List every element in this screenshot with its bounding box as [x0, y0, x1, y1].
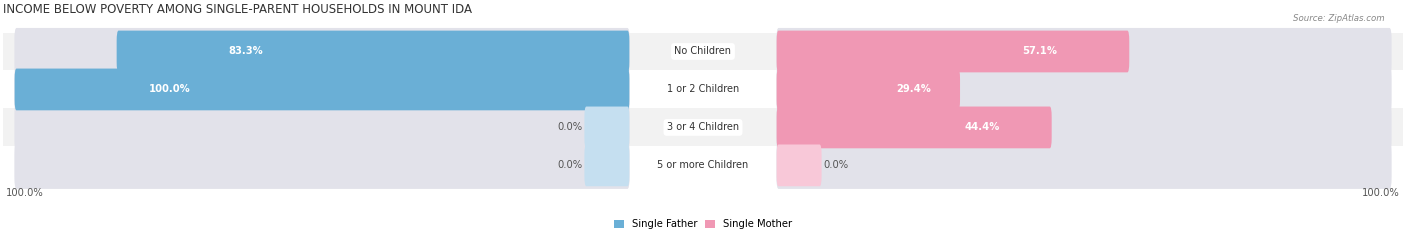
Text: 29.4%: 29.4% [896, 84, 931, 94]
Legend: Single Father, Single Mother: Single Father, Single Mother [613, 219, 793, 229]
Text: No Children: No Children [675, 46, 731, 56]
Text: 5 or more Children: 5 or more Children [658, 160, 748, 170]
FancyBboxPatch shape [776, 69, 960, 110]
Text: Source: ZipAtlas.com: Source: ZipAtlas.com [1294, 14, 1385, 23]
Text: INCOME BELOW POVERTY AMONG SINGLE-PARENT HOUSEHOLDS IN MOUNT IDA: INCOME BELOW POVERTY AMONG SINGLE-PARENT… [3, 3, 472, 16]
Bar [3, 70, 1403, 108]
Text: 100.0%: 100.0% [6, 188, 44, 198]
FancyBboxPatch shape [776, 142, 1392, 189]
FancyBboxPatch shape [14, 69, 630, 110]
Bar [3, 108, 1403, 146]
FancyBboxPatch shape [14, 104, 630, 151]
Text: 44.4%: 44.4% [965, 122, 1000, 132]
Bar [3, 32, 1403, 70]
FancyBboxPatch shape [14, 28, 630, 75]
FancyBboxPatch shape [776, 106, 1052, 148]
FancyBboxPatch shape [14, 66, 630, 113]
FancyBboxPatch shape [585, 106, 630, 148]
Bar [3, 146, 1403, 184]
FancyBboxPatch shape [776, 28, 1392, 75]
FancyBboxPatch shape [585, 144, 630, 186]
FancyBboxPatch shape [117, 31, 630, 72]
Text: 0.0%: 0.0% [558, 160, 583, 170]
FancyBboxPatch shape [14, 142, 630, 189]
FancyBboxPatch shape [776, 104, 1392, 151]
Text: 0.0%: 0.0% [558, 122, 583, 132]
FancyBboxPatch shape [776, 66, 1392, 113]
Text: 83.3%: 83.3% [228, 46, 263, 56]
Text: 57.1%: 57.1% [1022, 46, 1057, 56]
FancyBboxPatch shape [776, 31, 1129, 72]
Text: 100.0%: 100.0% [149, 84, 190, 94]
Text: 0.0%: 0.0% [823, 160, 848, 170]
Text: 3 or 4 Children: 3 or 4 Children [666, 122, 740, 132]
Text: 1 or 2 Children: 1 or 2 Children [666, 84, 740, 94]
Text: 100.0%: 100.0% [1362, 188, 1400, 198]
FancyBboxPatch shape [776, 144, 821, 186]
